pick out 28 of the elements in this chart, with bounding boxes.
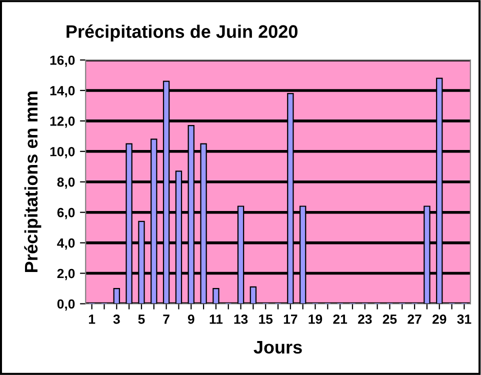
x-axis-title: Jours	[254, 341, 302, 354]
x-tick-label: 17	[284, 314, 298, 324]
y-tick-label: 2,0	[57, 268, 75, 280]
x-tick-label: 9	[188, 314, 194, 324]
x-tick-label: 5	[138, 314, 145, 324]
y-axis-title: Précipitations en mm	[24, 92, 42, 272]
y-tick-label: 8,0	[57, 177, 75, 189]
x-tick-label: 3	[113, 314, 120, 324]
x-tick-label: 7	[163, 314, 170, 324]
x-tick-label: 19	[308, 314, 322, 324]
x-tick-label: 23	[358, 314, 372, 324]
x-tick-label: 1	[88, 314, 96, 324]
x-tick-label: 13	[234, 314, 248, 324]
y-tick-label: 16,0	[50, 56, 75, 67]
x-tick-label: 29	[432, 314, 446, 324]
y-tick-label: 6,0	[57, 208, 75, 220]
x-tick-label: 31	[457, 314, 472, 324]
chart-title: Précipitations de Juin 2020	[66, 24, 298, 42]
y-tick-label: 4,0	[57, 238, 75, 250]
y-tick-label: 12,0	[50, 116, 75, 128]
y-tick-label: 0,0	[57, 299, 75, 311]
y-tick-label: 10,0	[50, 146, 75, 158]
x-tick-label: 25	[382, 314, 397, 324]
x-tick-label: 11	[210, 314, 223, 324]
y-tick-label: 14,0	[50, 86, 75, 98]
x-tick-label: 15	[259, 314, 273, 324]
x-tick-label: 27	[408, 314, 422, 324]
x-tick-label: 21	[333, 314, 348, 324]
